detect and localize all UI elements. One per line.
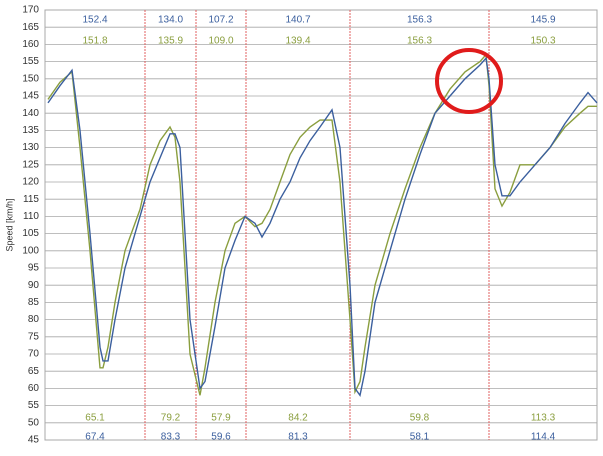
y-tick-label: 85: [28, 297, 40, 308]
sector-min-label: 59.8: [410, 413, 430, 424]
sector-min-label: 59.6: [211, 432, 231, 443]
y-tick-label: 95: [28, 263, 40, 274]
y-axis-label: Speed [km/h]: [4, 198, 14, 251]
y-tick-label: 165: [22, 22, 39, 33]
sector-max-label: 139.4: [285, 36, 310, 47]
y-tick-label: 125: [22, 159, 39, 170]
sector-min-label: 81.3: [288, 432, 308, 443]
sector-min-label: 57.9: [211, 413, 231, 424]
y-tick-label: 120: [22, 177, 39, 188]
sector-max-label: 151.8: [82, 36, 107, 47]
y-tick-label: 70: [28, 349, 40, 360]
sector-min-label: 114.4: [531, 432, 556, 443]
y-tick-label: 60: [28, 383, 40, 394]
y-tick-label: 80: [28, 314, 40, 325]
y-tick-label: 160: [22, 39, 39, 50]
speed-line: [47, 56, 598, 397]
y-tick-label: 145: [22, 91, 39, 102]
sector-max-label: 156.3: [407, 15, 432, 26]
sector-max-label: 152.4: [82, 15, 107, 26]
y-tick-label: 55: [28, 400, 40, 411]
y-tick-label: 110: [23, 211, 39, 222]
sector-min-label: 79.2: [161, 413, 181, 424]
sector-min-label: 84.2: [288, 413, 308, 424]
sector-min-label: 65.1: [85, 413, 105, 424]
sector-max-label: 150.3: [530, 36, 555, 47]
y-tick-label: 150: [22, 73, 39, 84]
y-tick-label: 135: [22, 125, 39, 136]
y-tick-label: 100: [22, 245, 39, 256]
y-tick-label: 90: [28, 280, 40, 291]
y-tick-label: 140: [22, 108, 39, 119]
sector-min-label: 83.3: [161, 432, 181, 443]
highlight-circle: [435, 48, 503, 114]
speed-line: [47, 53, 597, 396]
y-tick-label: 155: [22, 56, 39, 67]
sector-max-label: 107.2: [208, 15, 233, 26]
y-tick-label: 115: [23, 194, 39, 205]
y-tick-label: 65: [28, 366, 40, 377]
y-tick-label: 130: [22, 142, 39, 153]
sector-max-label: 134.0: [158, 15, 183, 26]
sector-max-label: 145.9: [530, 15, 555, 26]
sector-max-label: 135.9: [158, 36, 183, 47]
sector-max-label: 156.3: [407, 36, 432, 47]
sector-max-label: 140.7: [285, 15, 310, 26]
sector-min-label: 113.3: [531, 413, 556, 424]
y-tick-label: 75: [28, 331, 40, 342]
y-tick-label: 45: [28, 435, 40, 446]
y-tick-label: 170: [22, 5, 39, 16]
sector-min-label: 67.4: [85, 432, 105, 443]
y-tick-label: 50: [28, 417, 40, 428]
y-tick-label: 105: [22, 228, 39, 239]
plot-border: [44, 9, 598, 441]
sector-max-label: 109.0: [208, 36, 233, 47]
sector-min-label: 58.1: [410, 432, 430, 443]
